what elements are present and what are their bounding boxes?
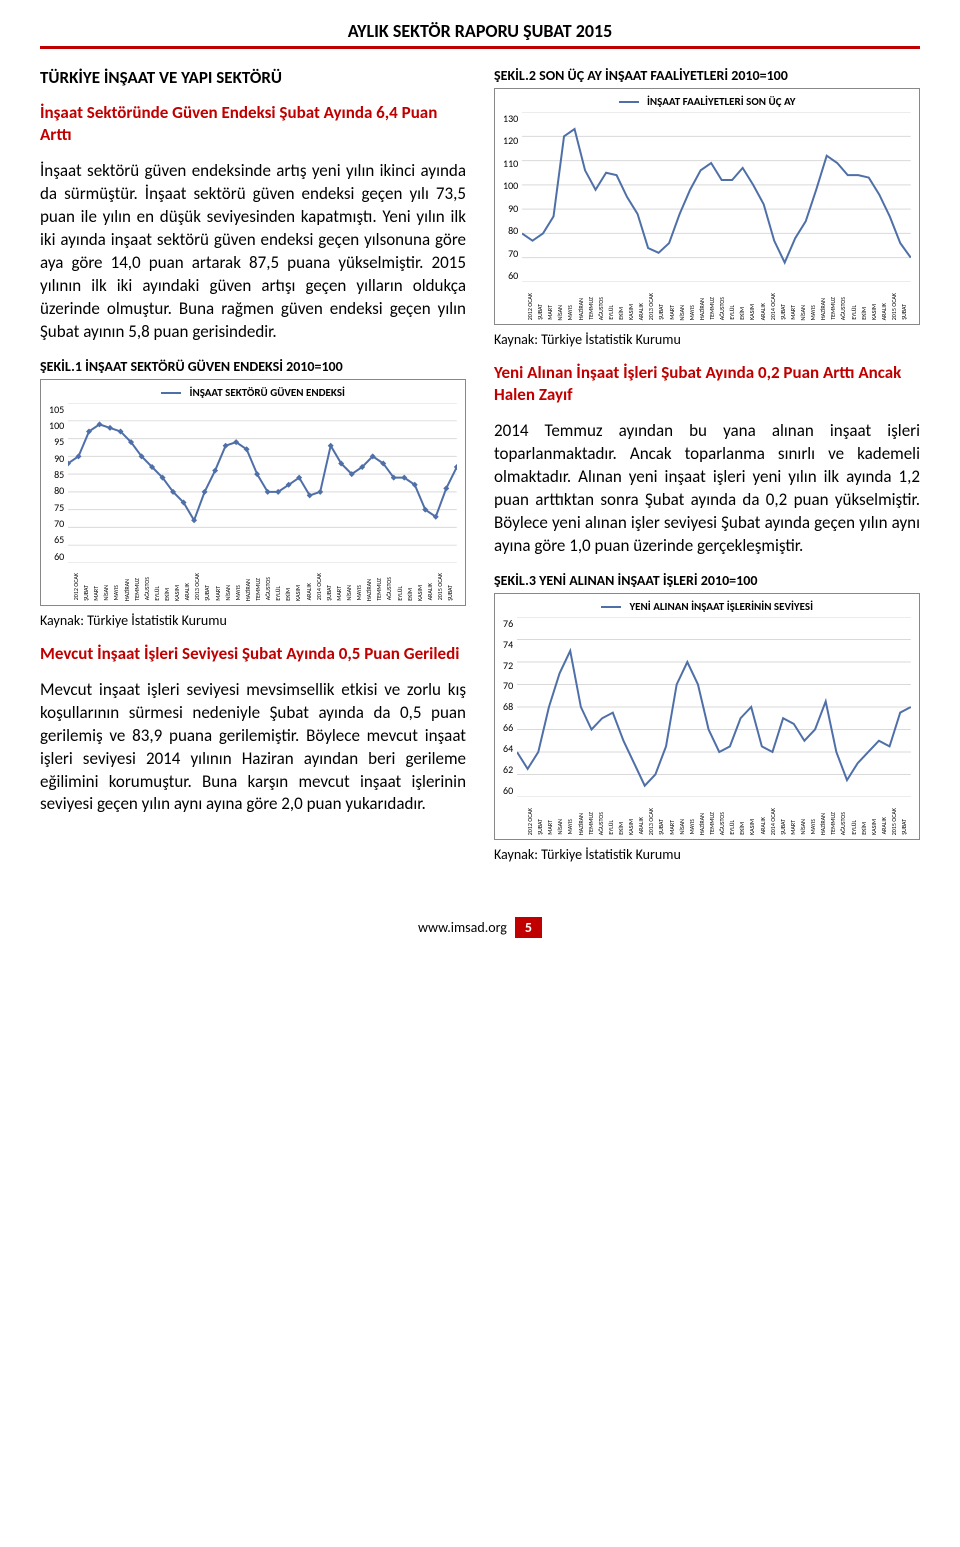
subhead-left-1: İnşaat Sektöründe Güven Endeksi Şubat Ay…: [40, 102, 466, 146]
subhead-left-2: Mevcut İnşaat İşleri Seviyesi Şubat Ayın…: [40, 643, 466, 665]
fig2-source: Kaynak: Türkiye İstatistik Kurumu: [494, 331, 920, 348]
chart1-swatch: [161, 392, 181, 394]
chart1: İNŞAAT SEKTÖRÜ GÜVEN ENDEKSİ 10510095908…: [40, 379, 466, 606]
chart2-yticks: 13012011010090807060: [503, 112, 522, 282]
footer: www.imsad.org 5: [40, 917, 920, 938]
fig3-title: ŞEKİL.3 YENİ ALINAN İNŞAAT İŞLERİ 2010=1…: [494, 572, 920, 589]
fig3-source: Kaynak: Türkiye İstatistik Kurumu: [494, 846, 920, 863]
chart3-yticks: 767472706866646260: [503, 617, 517, 797]
chart3-legend: YENİ ALINAN İNŞAAT İŞLERİNİN SEVİYESİ: [629, 600, 813, 613]
chart1-yticks: 1051009590858075706560: [49, 403, 68, 563]
chart1-xticks: 2012 OCAKŞUBATMARTNİSANMAYISHAZİRANTEMMU…: [73, 563, 457, 601]
chart2-xticks: 2012 OCAKŞUBATMARTNİSANMAYISHAZİRANTEMMU…: [527, 282, 911, 320]
chart3-svg: [517, 617, 911, 797]
fig2-title: ŞEKİL.2 SON ÜÇ AY İNŞAAT FAALİYETLERİ 20…: [494, 67, 920, 84]
paragraph-left-2: Mevcut inşaat işleri seviyesi mevsimsell…: [40, 679, 466, 817]
chart2-svg: [522, 112, 911, 282]
right-column: ŞEKİL.2 SON ÜÇ AY İNŞAAT FAALİYETLERİ 20…: [494, 67, 920, 877]
chart1-svg: [68, 403, 457, 563]
section-title: TÜRKİYE İNŞAAT VE YAPI SEKTÖRÜ: [40, 67, 466, 88]
chart1-legend: İNŞAAT SEKTÖRÜ GÜVEN ENDEKSİ: [190, 386, 345, 399]
paragraph-right-1: 2014 Temmuz ayından bu yana alınan inşaa…: [494, 420, 920, 558]
chart2: İNŞAAT FAALİYETLERİ SON ÜÇ AY 1301201101…: [494, 88, 920, 325]
fig1-title: ŞEKİL.1 İNŞAAT SEKTÖRÜ GÜVEN ENDEKSİ 201…: [40, 358, 466, 375]
chart2-swatch: [619, 101, 639, 103]
subhead-right-1: Yeni Alınan İnşaat İşleri Şubat Ayında 0…: [494, 362, 920, 406]
chart2-legend: İNŞAAT FAALİYETLERİ SON ÜÇ AY: [647, 95, 796, 108]
chart3: YENİ ALINAN İNŞAAT İŞLERİNİN SEVİYESİ 76…: [494, 593, 920, 840]
page-number: 5: [515, 917, 542, 938]
report-title: AYLIK SEKTÖR RAPORU ŞUBAT 2015: [40, 20, 920, 49]
chart3-swatch: [601, 606, 621, 608]
fig1-source: Kaynak: Türkiye İstatistik Kurumu: [40, 612, 466, 629]
two-column-layout: TÜRKİYE İNŞAAT VE YAPI SEKTÖRÜ İnşaat Se…: [40, 67, 920, 877]
left-column: TÜRKİYE İNŞAAT VE YAPI SEKTÖRÜ İnşaat Se…: [40, 67, 466, 877]
chart3-xticks: 2012 OCAKŞUBATMARTNİSANMAYISHAZİRANTEMMU…: [527, 797, 911, 835]
paragraph-left-1: İnşaat sektörü güven endeksinde artış ye…: [40, 160, 466, 344]
footer-url: www.imsad.org: [418, 919, 507, 936]
